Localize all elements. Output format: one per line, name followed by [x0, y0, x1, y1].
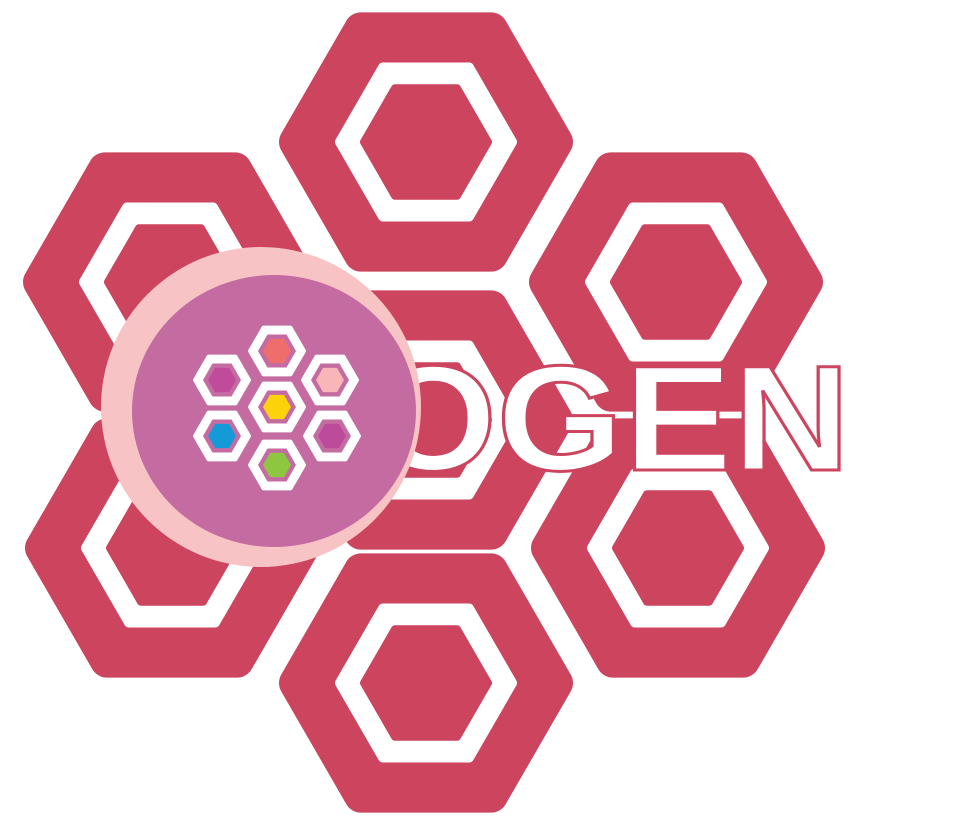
mini-hexagon-core: [316, 367, 344, 393]
hexagon-inner: [610, 224, 742, 340]
mini-hexagon-bottom: [248, 439, 306, 491]
hexagon-inner: [612, 490, 744, 606]
badge-emblem: [101, 247, 421, 567]
mini-hexagon-core: [263, 452, 291, 478]
mini-hexagon-center: [248, 381, 306, 433]
mini-hexagon-lower-left: [193, 410, 251, 462]
mini-hexagon-core: [263, 394, 291, 420]
mini-hexagon-core: [263, 338, 291, 364]
hexagon-inner: [360, 625, 492, 741]
wordmark: OGEN: [369, 333, 852, 504]
wordmark-text: OGEN: [370, 334, 850, 502]
mini-hexagon-core: [318, 423, 346, 449]
mini-hexagon-lower-right: [303, 410, 361, 462]
mini-hexagon-upper-right: [301, 354, 359, 406]
mini-hexagon-cluster: [193, 325, 361, 491]
mini-hexagon-core: [208, 367, 236, 393]
hexagon-bottom: [279, 553, 573, 813]
mini-hexagon-core: [208, 423, 236, 449]
hexagon-inner: [360, 84, 492, 200]
hexagon-upper-right: [529, 152, 823, 412]
hexagon-lower-right: [531, 418, 825, 678]
mini-hexagon-upper-left: [193, 354, 251, 406]
hexagon-top: [279, 12, 573, 272]
mini-hexagon-top: [248, 325, 306, 377]
